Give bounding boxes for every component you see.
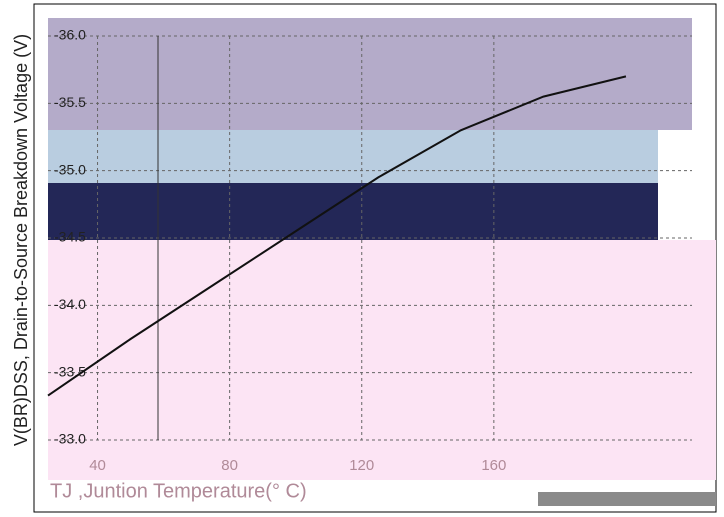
band [48,240,716,480]
band [48,130,658,183]
band [48,183,658,240]
band [538,492,716,506]
x-tick-label: 80 [221,457,238,474]
x-tick-label: 120 [349,457,374,474]
y-tick-label: -34.0 [54,296,86,312]
x-axis-label: TJ ,Juntion Temperature(° C) [50,480,307,502]
y-tick-label: -33.0 [54,431,86,447]
band [48,18,692,130]
y-tick-label: -35.5 [54,94,86,110]
x-tick-label: 160 [481,457,506,474]
y-tick-label: -36.0 [54,27,86,43]
y-tick-label: -35.0 [54,161,86,177]
data-line [47,75,627,397]
x-tick-label: 40 [89,457,106,474]
y-tick-label: -34.5 [54,229,86,245]
y-tick-label: -33.5 [54,363,86,379]
y-axis-label: V(BR)DSS, Drain-to-Source Breakdown Volt… [11,34,31,446]
